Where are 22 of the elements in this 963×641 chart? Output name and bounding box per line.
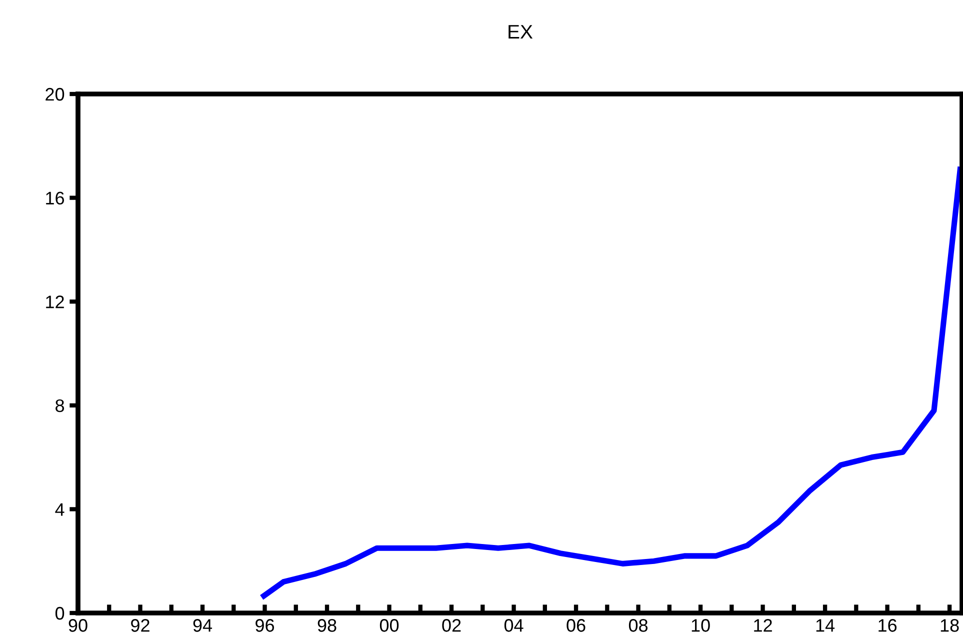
y-tick-label: 16 [46, 192, 64, 205]
y-tick-label: 0 [55, 606, 64, 620]
x-tick-label: 06 [566, 619, 586, 632]
x-tick-label: 12 [754, 619, 772, 632]
x-tick-label: 02 [442, 619, 461, 632]
x-tick-label: 10 [692, 619, 710, 632]
x-tick-label: 94 [193, 619, 212, 632]
y-tick-label: 8 [56, 399, 64, 412]
y-tick-label: 20 [46, 88, 64, 101]
y-tick-label: 4 [55, 503, 64, 516]
x-tick-label: 08 [628, 619, 648, 632]
x-tick-label: 96 [256, 619, 274, 632]
x-tick-label: 98 [318, 619, 336, 632]
x-tick-label: 16 [878, 619, 897, 632]
chart-title: EX [508, 25, 533, 38]
x-tick-label: 18 [940, 619, 959, 632]
x-tick-label: 04 [504, 619, 524, 632]
x-tick-label: 14 [816, 619, 835, 632]
x-tick-label: 00 [380, 619, 399, 632]
x-tick-label: 90 [68, 619, 88, 632]
x-tick-label: 92 [131, 619, 150, 632]
y-tick-label: 12 [46, 296, 64, 308]
